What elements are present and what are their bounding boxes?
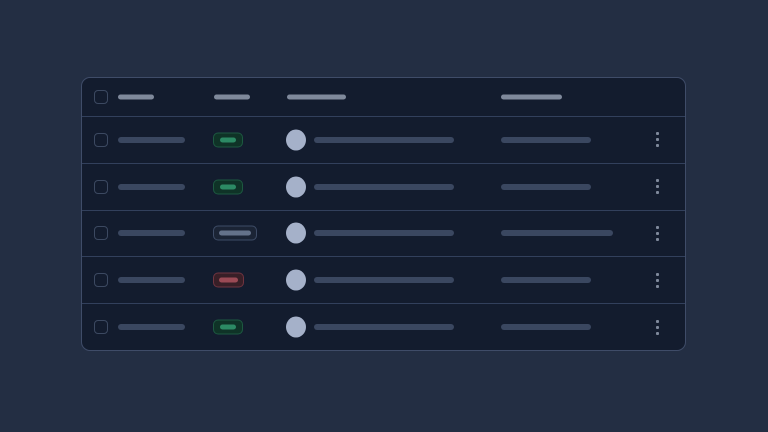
table-row[interactable] xyxy=(82,303,685,350)
skeleton-text-bar-col4 xyxy=(501,183,591,190)
row-checkbox[interactable] xyxy=(94,132,108,147)
status-badge-neutral xyxy=(213,225,257,241)
skeleton-text-bar-col3 xyxy=(314,324,454,331)
row-checkbox[interactable] xyxy=(94,179,108,194)
vertical-ellipsis-icon xyxy=(649,132,665,148)
skeleton-text-bar-col1 xyxy=(118,324,185,331)
badge-text-bar xyxy=(220,137,236,143)
row-checkbox[interactable] xyxy=(94,273,108,288)
header-skeleton-bar-column-2 xyxy=(214,94,250,100)
header-skeleton-bar-column-4 xyxy=(501,94,562,100)
avatar xyxy=(286,129,306,151)
skeleton-text-bar-col3 xyxy=(314,230,454,237)
skeleton-text-bar-col3 xyxy=(314,277,454,284)
skeleton-text-bar-col3 xyxy=(314,136,454,143)
table-row[interactable] xyxy=(82,209,685,257)
vertical-ellipsis-icon xyxy=(649,225,665,241)
row-checkbox[interactable] xyxy=(94,320,108,335)
skeleton-text-bar-col1 xyxy=(118,277,185,284)
status-badge-danger xyxy=(213,272,244,288)
kebab-menu-button[interactable] xyxy=(649,179,665,195)
avatar xyxy=(286,269,306,291)
skeleton-text-bar-col1 xyxy=(118,230,185,237)
table-card xyxy=(81,77,686,351)
vertical-ellipsis-icon xyxy=(649,179,665,195)
kebab-menu-button[interactable] xyxy=(649,272,665,288)
table-header-row xyxy=(82,78,685,116)
avatar xyxy=(286,222,306,244)
kebab-menu-button[interactable] xyxy=(649,319,665,335)
kebab-menu-button[interactable] xyxy=(649,225,665,241)
badge-text-bar xyxy=(219,277,238,283)
vertical-ellipsis-icon xyxy=(649,272,665,288)
skeleton-text-bar-col1 xyxy=(118,183,185,190)
table-row[interactable] xyxy=(82,162,685,210)
table-row[interactable] xyxy=(82,116,685,163)
header-skeleton-bar-column-3 xyxy=(287,94,346,100)
badge-text-bar xyxy=(220,324,236,330)
skeleton-text-bar-col3 xyxy=(314,183,454,190)
avatar xyxy=(286,176,306,198)
table-row[interactable] xyxy=(82,256,685,303)
avatar xyxy=(286,316,306,338)
status-badge-success xyxy=(213,132,243,148)
vertical-ellipsis-icon xyxy=(649,319,665,335)
skeleton-text-bar-col1 xyxy=(118,136,185,143)
badge-text-bar xyxy=(220,184,236,190)
skeleton-text-bar-col4 xyxy=(501,324,591,331)
badge-text-bar xyxy=(219,230,251,236)
skeleton-text-bar-col4 xyxy=(501,277,591,284)
status-badge-success xyxy=(213,179,243,195)
row-checkbox[interactable] xyxy=(94,226,108,241)
select-all-checkbox[interactable] xyxy=(94,90,108,104)
status-badge-success xyxy=(213,319,243,335)
kebab-menu-button[interactable] xyxy=(649,132,665,148)
skeleton-text-bar-col4 xyxy=(501,230,613,237)
header-skeleton-bar-column-1 xyxy=(118,94,154,100)
table-body xyxy=(82,116,685,350)
skeleton-text-bar-col4 xyxy=(501,136,591,143)
